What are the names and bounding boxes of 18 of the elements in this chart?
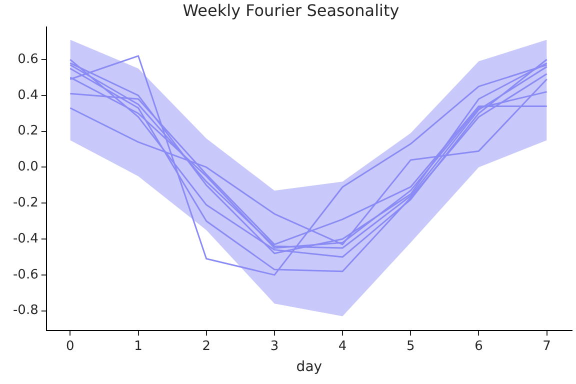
y-tick-label: 0.6 [18, 52, 38, 67]
y-tick-label: 0.2 [18, 124, 38, 139]
y-tick-label: 0.4 [18, 88, 38, 103]
chart-title: Weekly Fourier Seasonality [182, 0, 400, 20]
x-tick-label: 2 [202, 338, 211, 354]
x-tick-label: 1 [134, 338, 142, 354]
x-axis-title: day [296, 359, 322, 376]
x-tick-label: 3 [270, 338, 279, 354]
y-tick-label: 0.0 [18, 160, 38, 175]
y-tick-label: -0.4 [12, 231, 38, 246]
x-tick-label: 4 [338, 338, 347, 354]
x-tick-label: 0 [66, 338, 74, 354]
x-tick-label: 6 [474, 338, 483, 354]
x-tick-label: 7 [542, 338, 551, 354]
y-tick-label: -0.8 [12, 303, 38, 318]
x-tick-label: 5 [406, 338, 415, 354]
y-tick-label: -0.6 [12, 267, 38, 282]
y-tick-label: -0.2 [12, 196, 38, 211]
